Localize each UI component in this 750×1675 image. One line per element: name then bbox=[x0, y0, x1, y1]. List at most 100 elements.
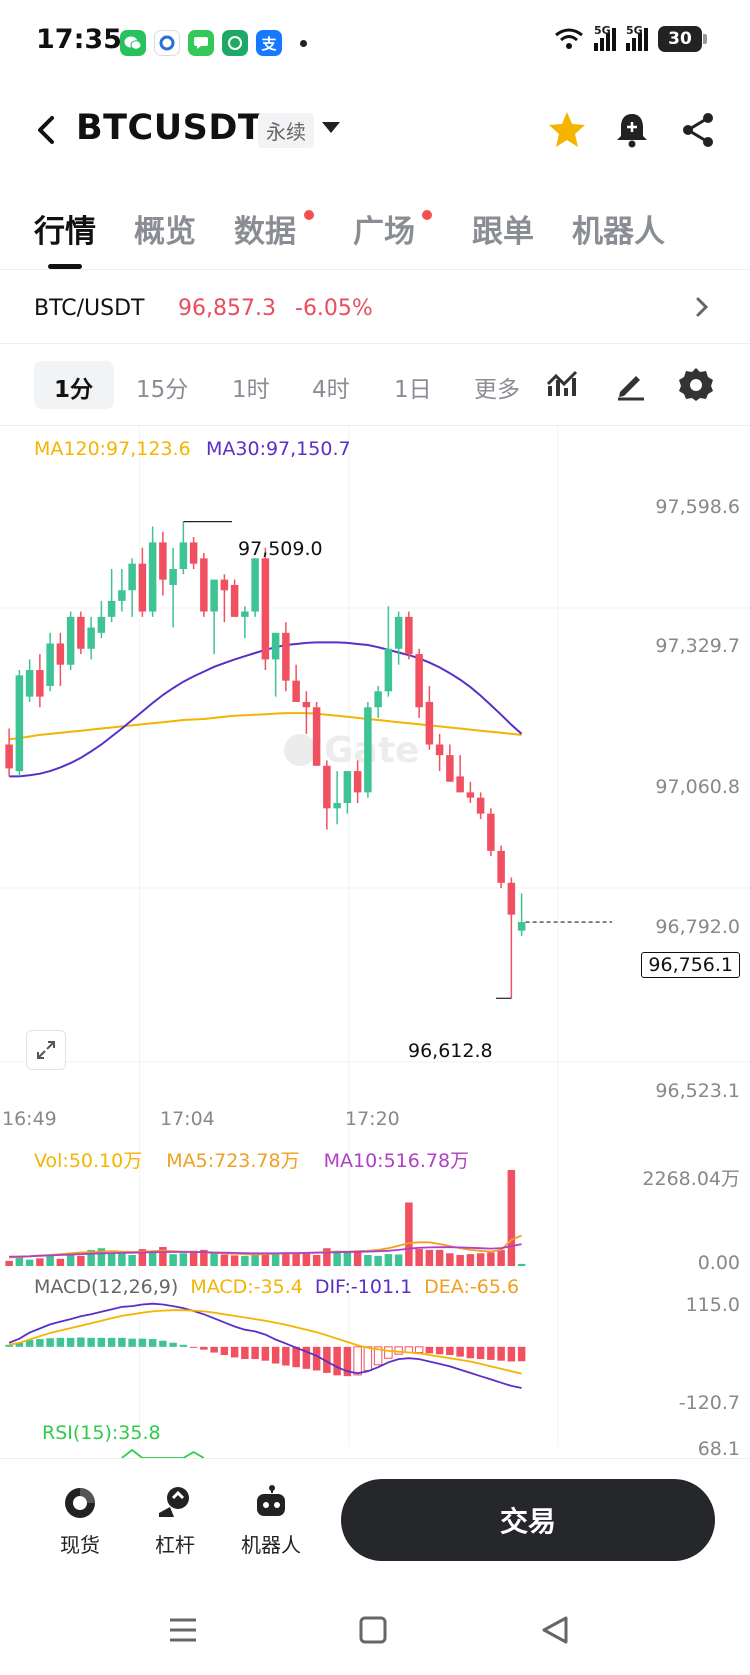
signal-icon: 5G bbox=[626, 24, 648, 51]
wifi-icon bbox=[555, 28, 583, 49]
back-icon[interactable] bbox=[30, 108, 66, 152]
candle-body bbox=[5, 744, 13, 769]
tab-square[interactable]: 广场 bbox=[353, 214, 415, 250]
interval-4h[interactable]: 4时 bbox=[312, 377, 350, 403]
candle-body bbox=[374, 691, 382, 708]
macd-hist-bar bbox=[241, 1346, 249, 1360]
volume-bar bbox=[343, 1252, 352, 1266]
candle bbox=[282, 622, 290, 692]
volume-bar bbox=[517, 1263, 526, 1266]
tab-data[interactable]: 数据 bbox=[234, 214, 296, 250]
leverage-button[interactable]: 杠杆 bbox=[135, 1483, 215, 1558]
macd-hist-bar bbox=[323, 1346, 331, 1373]
candle bbox=[302, 691, 311, 734]
candle-body bbox=[394, 616, 403, 649]
pair-title[interactable]: BTCUSDT bbox=[76, 108, 263, 148]
settings-gear-icon[interactable] bbox=[676, 364, 716, 404]
macd-hist-bar bbox=[15, 1342, 24, 1347]
candle-body bbox=[66, 616, 75, 665]
draw-tool-icon[interactable] bbox=[610, 364, 650, 404]
macd-hist-bar bbox=[118, 1337, 126, 1347]
tab-overview[interactable]: 概览 bbox=[134, 214, 196, 250]
volume-bar bbox=[15, 1257, 24, 1266]
macd-hist-bar bbox=[25, 1339, 34, 1347]
wechat-icon bbox=[120, 30, 146, 56]
fullscreen-button[interactable] bbox=[26, 1030, 66, 1070]
share-icon[interactable] bbox=[676, 108, 720, 152]
interval-1h[interactable]: 1时 bbox=[232, 377, 270, 403]
chevron-right-icon[interactable] bbox=[690, 292, 714, 322]
candle bbox=[87, 616, 95, 660]
candle-body bbox=[128, 563, 136, 591]
macd-hist-bar bbox=[507, 1346, 516, 1362]
volume-bar bbox=[282, 1252, 290, 1266]
dea-value: DEA:-65.6 bbox=[424, 1276, 520, 1298]
volume-bar bbox=[241, 1255, 249, 1266]
candle-body bbox=[343, 771, 352, 803]
candle-body bbox=[46, 643, 54, 686]
volume-bar bbox=[507, 1170, 516, 1266]
volume-bar bbox=[77, 1255, 85, 1266]
indicators-icon[interactable] bbox=[544, 364, 584, 404]
candle bbox=[466, 781, 475, 803]
macd-min-label: -120.7 bbox=[678, 1392, 740, 1414]
candle-body bbox=[507, 882, 516, 915]
candle-body bbox=[25, 670, 34, 697]
bot-button[interactable]: 机器人 bbox=[231, 1483, 311, 1558]
candle bbox=[446, 744, 454, 782]
tab-copy-trading[interactable]: 跟单 bbox=[472, 214, 534, 250]
volume-bar bbox=[425, 1249, 434, 1266]
volume-max-label: 2268.04万 bbox=[642, 1168, 740, 1190]
macd-hist-bar bbox=[312, 1346, 321, 1371]
favorite-star-icon[interactable] bbox=[545, 108, 589, 152]
candle-body bbox=[312, 707, 321, 766]
alipay-icon: 支 bbox=[256, 30, 282, 56]
home-icon[interactable] bbox=[348, 1608, 398, 1652]
candle-body bbox=[323, 765, 331, 809]
volume-bar bbox=[128, 1254, 136, 1266]
volume-bar bbox=[210, 1253, 218, 1266]
macd-hist-bar bbox=[487, 1346, 495, 1360]
tab-bots[interactable]: 机器人 bbox=[572, 214, 665, 250]
interval-1m[interactable]: 1分 bbox=[54, 377, 94, 403]
candle bbox=[251, 558, 259, 617]
tab-market[interactable]: 行情 bbox=[34, 214, 96, 250]
dea-line bbox=[8, 1309, 522, 1375]
volume-bar bbox=[312, 1254, 321, 1266]
macd-hist-bar bbox=[435, 1346, 444, 1355]
candle bbox=[374, 685, 382, 718]
macd-max-label: 115.0 bbox=[685, 1294, 740, 1316]
pair-dropdown-icon[interactable] bbox=[322, 122, 340, 133]
back-nav-icon[interactable] bbox=[530, 1608, 580, 1652]
candle-body bbox=[415, 654, 423, 708]
spot-button[interactable]: 现货 bbox=[40, 1483, 120, 1558]
volume-bar bbox=[333, 1250, 341, 1266]
volume-bar bbox=[87, 1249, 95, 1266]
macd-hist-bar bbox=[497, 1346, 505, 1361]
macd-hist-bar bbox=[56, 1337, 65, 1347]
volume-bar bbox=[169, 1254, 177, 1266]
rsi-legend: RSI(15):35.8 bbox=[42, 1422, 161, 1444]
volume-bar bbox=[476, 1253, 485, 1266]
candle-body bbox=[251, 558, 259, 612]
candle bbox=[97, 600, 106, 639]
price-alert-bell-icon[interactable] bbox=[610, 108, 654, 152]
trade-button[interactable]: 交易 bbox=[341, 1479, 715, 1561]
kline-chart-svg[interactable]: Gate bbox=[0, 426, 750, 1459]
menu-icon[interactable] bbox=[158, 1608, 208, 1652]
macd-hist-bar bbox=[282, 1346, 290, 1366]
exchange-watermark: Gate bbox=[284, 730, 419, 771]
spot-ticker-row[interactable]: BTC/USDT 96,857.3 -6.05% bbox=[0, 272, 750, 344]
candle-body bbox=[456, 776, 464, 793]
candle-body bbox=[138, 563, 147, 612]
interval-1d[interactable]: 1日 bbox=[394, 377, 432, 403]
interval-more[interactable]: 更多 bbox=[474, 377, 520, 403]
kline-chart[interactable]: Gate MA120:97,123.6 MA30:97,150.7 97,598… bbox=[0, 426, 750, 1459]
x-tick-label: 16:49 bbox=[2, 1108, 57, 1130]
macd-hist-bar bbox=[179, 1344, 188, 1347]
volume-bar bbox=[374, 1255, 382, 1266]
candle bbox=[189, 537, 198, 569]
interval-15m[interactable]: 15分 bbox=[136, 377, 189, 403]
candle bbox=[118, 568, 126, 612]
candle-body bbox=[466, 792, 475, 798]
